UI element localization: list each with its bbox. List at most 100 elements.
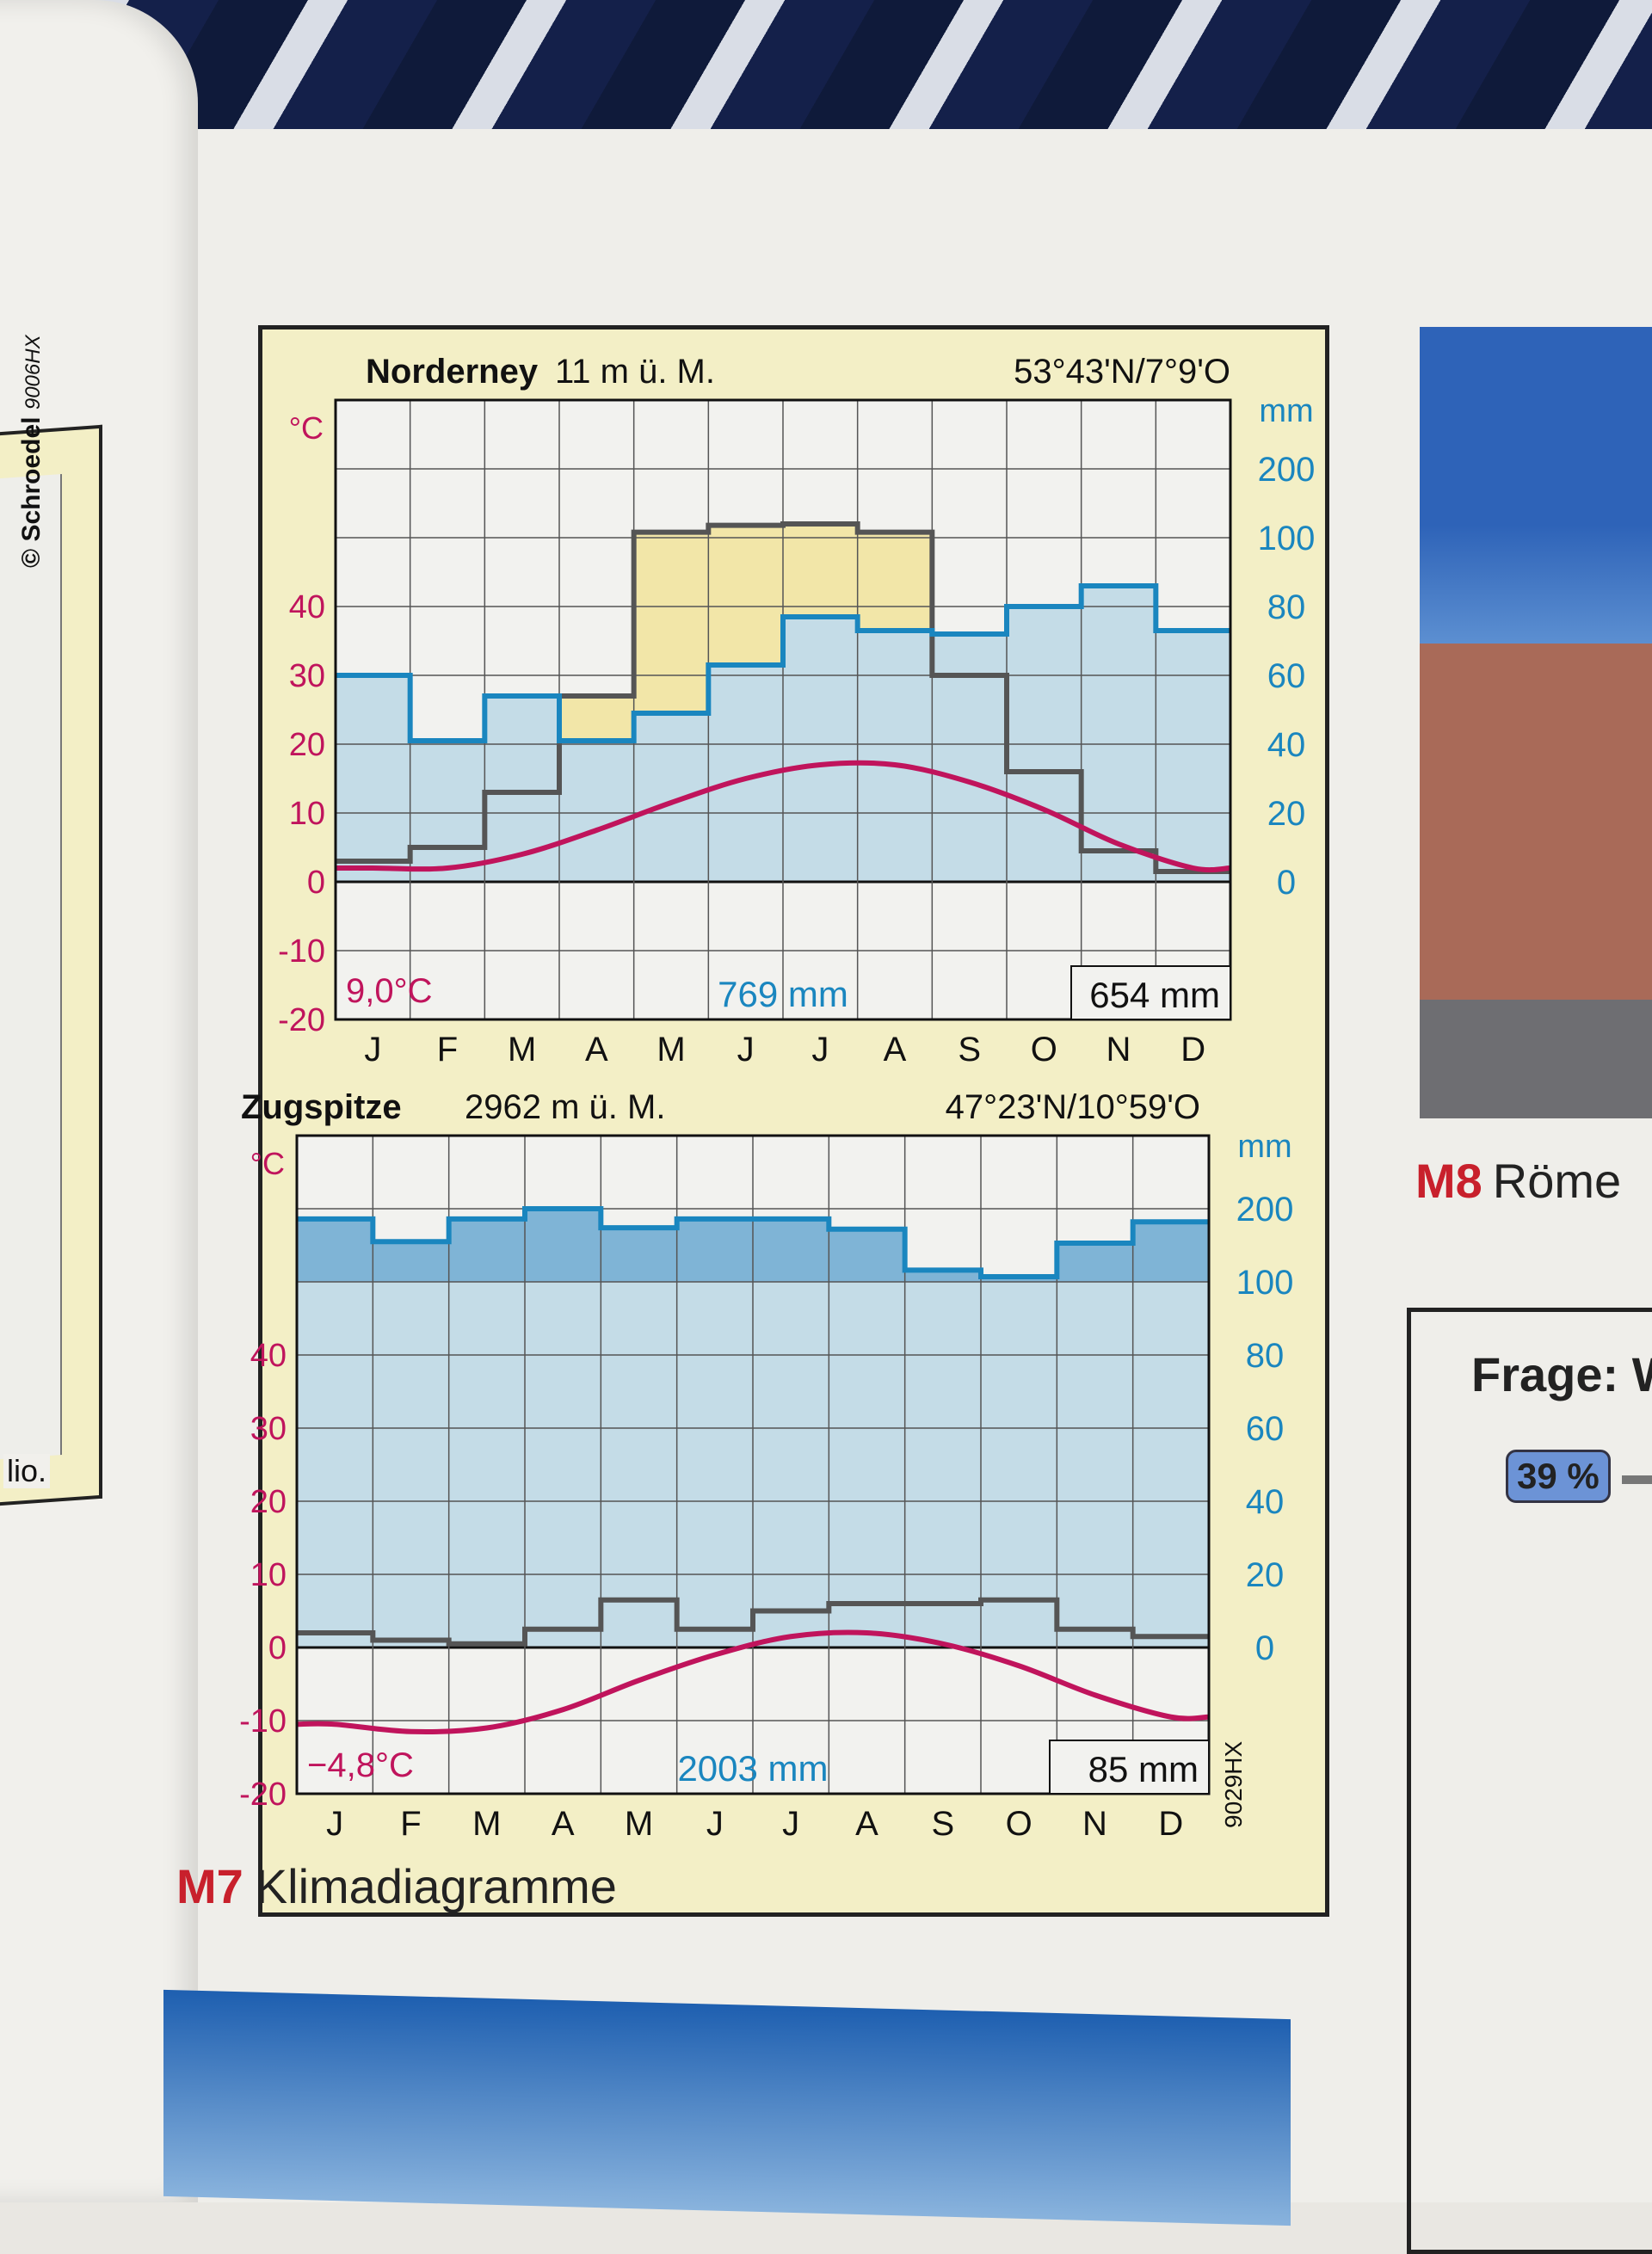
perhumid-fill bbox=[829, 1229, 906, 1282]
perhumid-fill bbox=[448, 1218, 526, 1282]
month-label: M bbox=[508, 1031, 536, 1068]
climate-diagram-norderney: Norderney 11 m ü. M. 53°43'N/7°9'O °C mm -20 -… bbox=[278, 353, 1315, 1068]
arid-fill bbox=[708, 525, 784, 665]
perhumid-fill bbox=[525, 1209, 601, 1282]
month-label: J bbox=[706, 1805, 724, 1843]
perhumid-fill bbox=[1057, 1242, 1134, 1282]
temp-tick-label: 30 bbox=[250, 1411, 287, 1447]
annual-precipitation: 2003 mm bbox=[677, 1748, 828, 1789]
humid-fill bbox=[559, 741, 635, 882]
annual-evaporation: 654 mm bbox=[1089, 975, 1220, 1015]
precip-tick-label: 20 bbox=[1267, 795, 1306, 833]
temp-unit-label: °C bbox=[289, 410, 324, 446]
temp-tick-label: -10 bbox=[239, 1703, 287, 1740]
month-label: N bbox=[1106, 1031, 1131, 1068]
humid-fill bbox=[633, 713, 709, 882]
humid-fill bbox=[336, 675, 411, 882]
month-label: A bbox=[884, 1031, 907, 1068]
station-elevation: 2962 m ü. M. bbox=[465, 1088, 665, 1126]
figure-title: Klimadiagramme bbox=[255, 1859, 617, 1913]
month-label: A bbox=[855, 1805, 878, 1843]
perhumid-fill bbox=[1132, 1222, 1210, 1282]
annual-temperature: 9,0°C bbox=[346, 972, 433, 1010]
humid-fill bbox=[932, 634, 1008, 882]
survey-bar bbox=[1622, 1475, 1652, 1484]
precip-tick-label: 80 bbox=[1246, 1337, 1285, 1375]
plot-border bbox=[295, 1134, 1211, 1795]
humid-fill bbox=[525, 1282, 601, 1647]
perhumid-fill bbox=[676, 1218, 754, 1282]
temp-tick-label: -20 bbox=[239, 1777, 287, 1813]
perhumid-fill bbox=[904, 1270, 982, 1282]
precip-tick-label: 80 bbox=[1267, 588, 1306, 626]
temp-tick-label: 10 bbox=[250, 1557, 287, 1593]
precipitation-line bbox=[336, 583, 1230, 743]
humid-fill bbox=[1081, 586, 1156, 882]
survey-box: Frage: W 39 % bbox=[1407, 1308, 1652, 2254]
humid-fill bbox=[904, 1282, 982, 1647]
temp-tick-label: 20 bbox=[289, 727, 325, 763]
temp-tick-label: 0 bbox=[268, 1630, 287, 1666]
humid-fill bbox=[410, 741, 485, 882]
precip-tick-label: 200 bbox=[1236, 1191, 1294, 1229]
temp-tick-label: 40 bbox=[289, 589, 325, 625]
evaporation-line bbox=[336, 521, 1230, 874]
humid-fill bbox=[484, 696, 560, 882]
arid-fill bbox=[633, 532, 709, 713]
perhumid-fill bbox=[753, 1218, 829, 1282]
month-label: F bbox=[400, 1805, 421, 1843]
evaporation-label-box bbox=[1049, 1740, 1210, 1795]
month-label: M bbox=[656, 1031, 685, 1068]
humid-fill bbox=[448, 1282, 526, 1647]
perhumid-fill bbox=[297, 1218, 373, 1282]
precip-tick-label: 40 bbox=[1267, 726, 1306, 764]
precip-unit-label: mm bbox=[1237, 1129, 1291, 1165]
humid-fill bbox=[857, 631, 933, 882]
humid-fill bbox=[1057, 1282, 1134, 1647]
m8-label: M8 bbox=[1415, 1154, 1482, 1208]
temp-tick-label: 20 bbox=[250, 1484, 287, 1520]
temp-tick-label: 0 bbox=[307, 865, 325, 901]
month-label: N bbox=[1082, 1805, 1107, 1843]
humid-fill bbox=[373, 1282, 450, 1647]
month-label: D bbox=[1158, 1805, 1183, 1843]
month-label: J bbox=[811, 1031, 829, 1068]
humid-fill bbox=[676, 1282, 754, 1647]
evaporation-label-box bbox=[1070, 965, 1231, 1020]
temperature-curve bbox=[296, 1629, 1210, 1734]
temp-unit-label: °C bbox=[250, 1146, 285, 1181]
arid-fill bbox=[783, 524, 859, 617]
climate-diagram-zugspitze: Zugspitze 2962 m ü. M. 47°23'N/10°59'O °C mm… bbox=[239, 1088, 1293, 1843]
month-label: J bbox=[737, 1031, 755, 1068]
month-label: S bbox=[931, 1805, 954, 1843]
month-label: M bbox=[625, 1805, 653, 1843]
month-label: O bbox=[1006, 1805, 1032, 1843]
month-label: J bbox=[364, 1031, 381, 1068]
humid-fill bbox=[297, 1282, 373, 1647]
month-label: J bbox=[782, 1805, 799, 1843]
precip-tick-label: 200 bbox=[1258, 451, 1316, 489]
perhumid-fill bbox=[373, 1241, 450, 1282]
temp-tick-label: 10 bbox=[289, 796, 325, 832]
station-elevation: 11 m ü. M. bbox=[555, 353, 715, 391]
m8-title: Röme bbox=[1492, 1154, 1622, 1208]
precip-tick-label: 40 bbox=[1246, 1483, 1285, 1521]
month-label: J bbox=[326, 1805, 343, 1843]
annual-evaporation: 85 mm bbox=[1088, 1749, 1199, 1789]
precip-tick-label: 100 bbox=[1236, 1264, 1294, 1302]
station-coordinates: 53°43'N/7°9'O bbox=[1014, 353, 1230, 391]
background-fabric bbox=[0, 0, 1652, 129]
figure-caption: M7 Klimadiagramme bbox=[176, 1858, 617, 1914]
arid-fill bbox=[857, 532, 933, 631]
left-page-fragment: lio. bbox=[3, 1454, 51, 1488]
month-label: D bbox=[1180, 1031, 1205, 1068]
humid-fill bbox=[601, 1282, 678, 1647]
month-label: F bbox=[437, 1031, 458, 1068]
plot-border bbox=[334, 398, 1232, 1021]
precip-tick-label: 60 bbox=[1246, 1410, 1285, 1448]
climate-diagrams: Norderney 11 m ü. M. 53°43'N/7°9'O °C mm -20 -… bbox=[239, 353, 1315, 1843]
precip-tick-label: 60 bbox=[1267, 657, 1306, 695]
month-label: S bbox=[958, 1031, 981, 1068]
humid-fill bbox=[753, 1282, 829, 1647]
percent-badge: 39 % bbox=[1506, 1450, 1611, 1503]
